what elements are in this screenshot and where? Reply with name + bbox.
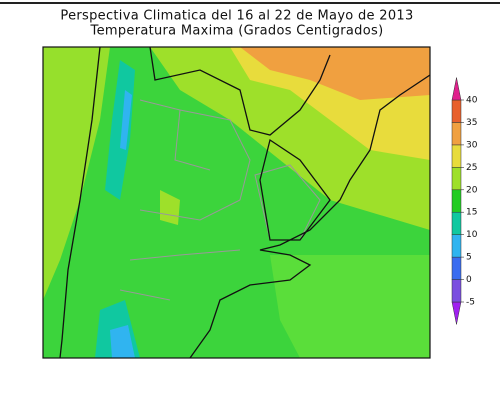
colorbar-band <box>451 189 462 213</box>
hottest-zone <box>240 47 430 100</box>
colorbar-band <box>451 256 462 280</box>
subtitle-line: Temperatura Maxima (Grados Centigrados) <box>90 24 384 39</box>
colorbar-tick-label: 10 <box>466 230 478 240</box>
colorbar-tick-label: 5 <box>466 253 472 263</box>
colorbar-band <box>451 99 462 123</box>
colorbar-tick-label: 30 <box>466 140 478 150</box>
map-frame <box>42 46 431 359</box>
colorbar-band <box>451 144 462 168</box>
coastlines <box>59 47 430 358</box>
colorbar-band <box>451 234 462 258</box>
colorbar-band <box>451 211 462 235</box>
colorbar-tick-label: 25 <box>466 163 477 173</box>
ocean-field <box>270 255 430 358</box>
colorbar: -5 0 5 10 15 20 25 30 35 40 <box>451 77 478 325</box>
title-line: Perspectiva Climatica del 16 al 22 de Ma… <box>60 9 413 24</box>
colorbar-tick-label: 35 <box>466 118 477 128</box>
map-area <box>42 46 431 359</box>
cold-zone <box>120 90 132 150</box>
borders <box>119 99 321 301</box>
colorbar-band <box>451 122 462 146</box>
colorbar-extension <box>451 301 462 325</box>
colorbar-tick-label: -5 <box>466 298 475 308</box>
colorbar-band <box>451 279 462 303</box>
colorbar-tick-label: 20 <box>466 185 478 195</box>
colorbar-extension <box>451 77 462 101</box>
colorbar-tick-label: 15 <box>466 208 477 218</box>
colorbar-tick-label: 0 <box>466 275 472 285</box>
cold-zone <box>110 325 135 358</box>
colorbar-band <box>451 167 462 191</box>
colorbar-tick-label: 40 <box>466 96 478 106</box>
